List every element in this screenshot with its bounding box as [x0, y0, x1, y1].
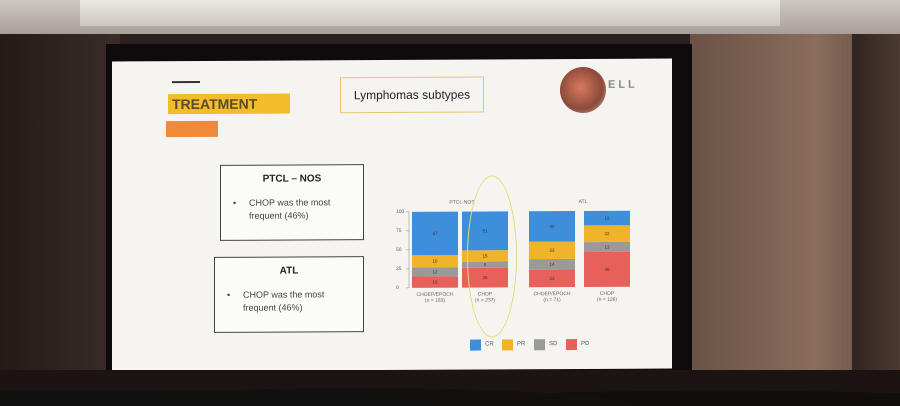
y-tick-label: 100 [396, 208, 405, 215]
bar-segment-sd [412, 267, 458, 277]
bar-segment-cr [584, 210, 630, 226]
ptcl-nos-bullet-text: CHOP was the most frequent (46%) [249, 197, 331, 221]
y-tick-label: 0 [396, 284, 399, 291]
ptcl-nos-heading: PTCL – NOS [262, 173, 322, 185]
sample-size-label: (n = 71) [543, 297, 561, 304]
bar-segment-pd [462, 267, 508, 288]
atl-box: ATL • CHOP was the most frequent (46%) [214, 256, 364, 333]
bar-value-label: 57 [432, 231, 438, 236]
bar-segment-cr [529, 211, 575, 242]
slide-subtitle: Lymphomas subtypes [340, 76, 484, 114]
ceiling-panel [80, 0, 780, 26]
legend-swatch [502, 339, 513, 351]
bar-segment-pd [584, 251, 630, 287]
bar-value-label: 13 [604, 244, 610, 249]
bar-segment-pr [462, 250, 508, 262]
ptcl-nos-bullet: • CHOP was the most frequent (46%) [233, 196, 351, 223]
bar-segment-cr [462, 211, 508, 251]
sample-size-label: (n = 126) [596, 296, 618, 303]
ptcl-nos-box: PTCL – NOS • CHOP was the most frequent … [220, 164, 364, 241]
legend-label: CR [485, 341, 494, 348]
bullet-icon: • [227, 289, 231, 300]
audience-heads [0, 370, 900, 406]
atl-heading: ATL [279, 265, 299, 277]
bar-value-label: 15 [482, 253, 488, 258]
bar-value-label: 12 [432, 269, 438, 274]
bar-segment-sd [462, 261, 508, 268]
bar-value-label: 22 [604, 231, 610, 236]
presentation-slide: TREATMENT Lymphomas subtypes ELL PTCL – … [112, 58, 672, 372]
bar-segment-pr [412, 254, 458, 268]
left-wall [0, 34, 120, 406]
bar-segment-pd [412, 276, 458, 288]
pillar [852, 34, 900, 406]
bar-segment-pd [529, 269, 575, 288]
atl-bullet: • CHOP was the most frequent (46%) [227, 288, 351, 315]
logo-text: ELL [608, 78, 638, 91]
bar-value-label: 15 [432, 280, 438, 285]
legend-label: PD [581, 340, 590, 348]
panel-label: ATL [578, 198, 588, 206]
y-tick-label: 25 [396, 265, 402, 272]
chop-highlight-ellipse [467, 175, 517, 338]
legend-label: SD [549, 341, 558, 348]
legend-swatch [470, 339, 481, 351]
bar-segment-cr [412, 211, 458, 256]
accent-bar [166, 120, 218, 138]
legend-label: PR [517, 341, 526, 348]
outcome-stacked-bar-chart: 15 12 16 57 26 8 15 51 23 14 23 40 46 13 22 19 0 25 50 75 1… [374, 189, 664, 366]
atl-bullet-text: CHOP was the most frequent (46%) [243, 289, 325, 313]
legend-swatch [566, 339, 577, 351]
bar-value-label: 8 [484, 262, 487, 267]
bar-value-label: 16 [432, 259, 438, 264]
logo-photo-icon [560, 66, 606, 114]
bar-segment-sd [529, 258, 575, 270]
slide-title: TREATMENT [168, 93, 290, 115]
bar-value-label: 51 [482, 228, 488, 233]
bullet-icon: • [233, 197, 237, 208]
bar-value-label: 14 [549, 262, 555, 267]
ceiling [0, 0, 900, 34]
bar-value-label: 23 [549, 248, 555, 253]
bar-segment-pr [584, 225, 630, 243]
bar-segment-sd [584, 241, 630, 253]
bar-segment-pr [529, 241, 575, 260]
conference-logo: ELL [542, 66, 662, 114]
title-accent-line [172, 81, 200, 84]
chart-svg: 15 12 16 57 26 8 15 51 23 14 23 40 46 13 22 19 [406, 210, 630, 289]
bar-value-label: 46 [604, 267, 610, 272]
bar-value-label: 40 [549, 224, 555, 229]
legend-swatch [534, 339, 545, 351]
y-tick-label: 75 [396, 227, 402, 234]
bar-value-label: 19 [604, 216, 610, 221]
y-tick-label: 50 [396, 246, 402, 253]
bar-value-label: 26 [482, 275, 488, 280]
bar-value-label: 23 [549, 276, 555, 281]
